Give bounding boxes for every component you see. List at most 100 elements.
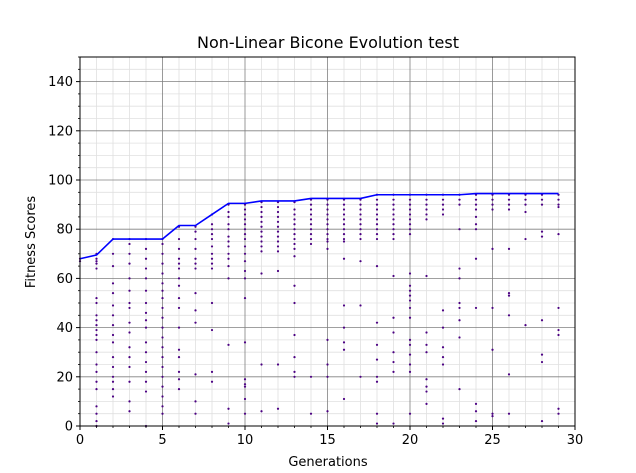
scatter-point [375, 375, 379, 378]
scatter-point [194, 321, 197, 324]
scatter-point [293, 213, 296, 216]
scatter-point [95, 351, 98, 354]
scatter-point [243, 397, 247, 401]
scatter-point [177, 277, 181, 280]
scatter-point [128, 289, 131, 292]
scatter-point [293, 247, 296, 250]
scatter-point [210, 301, 214, 305]
scatter-point [342, 326, 346, 329]
scatter-point [540, 198, 544, 201]
scatter-point [326, 247, 329, 250]
scatter-point [408, 272, 412, 275]
scatter-point [491, 415, 494, 418]
scatter-point [425, 343, 428, 346]
scatter-point [243, 218, 247, 221]
scatter-point [227, 252, 230, 255]
y-tick-label: 40 [56, 321, 73, 336]
scatter-point [161, 385, 164, 388]
scatter-point [408, 213, 412, 216]
scatter-point [276, 269, 280, 273]
scatter-point [243, 245, 247, 248]
scatter-point [458, 198, 461, 201]
scatter-point [260, 245, 263, 248]
scatter-point [425, 198, 428, 201]
scatter-point [227, 257, 230, 260]
scatter-point [293, 301, 296, 305]
y-tick-label: 100 [48, 174, 73, 189]
scatter-point [293, 356, 296, 359]
scatter-point [425, 331, 428, 334]
scatter-point [309, 242, 313, 246]
scatter-point [194, 292, 197, 295]
scatter-point [161, 296, 164, 300]
scatter-point [408, 203, 412, 206]
scatter-point [441, 309, 445, 312]
scatter-point [260, 250, 263, 253]
scatter-point [342, 203, 346, 206]
scatter-point [507, 292, 511, 295]
scatter-point [392, 422, 395, 425]
scatter-point [210, 257, 214, 260]
scatter-point [359, 223, 362, 226]
scatter-point [375, 198, 379, 201]
scatter-point [540, 235, 544, 238]
scatter-point [425, 274, 428, 278]
scatter-point [128, 331, 131, 334]
scatter-point [95, 257, 98, 260]
scatter-point [293, 284, 296, 287]
scatter-point [375, 412, 379, 415]
scatter-point [359, 233, 362, 236]
scatter-point [392, 208, 395, 211]
scatter-point [326, 228, 329, 231]
scatter-point [458, 228, 461, 231]
scatter-point [326, 375, 329, 378]
scatter-point [111, 365, 115, 369]
scatter-point [309, 208, 313, 211]
scatter-point [408, 363, 412, 366]
scatter-point [326, 233, 329, 236]
scatter-point [392, 228, 395, 231]
max-fitness-line [79, 192, 559, 260]
scatter-point [161, 289, 164, 292]
scatter-point [293, 242, 296, 246]
scatter-point [95, 405, 98, 408]
scatter-point [342, 304, 346, 307]
scatter-point [342, 208, 346, 211]
scatter-point [474, 208, 478, 211]
scatter-point [474, 223, 478, 226]
scatter-point [408, 370, 412, 373]
scatter-point [408, 223, 412, 226]
scatter-point [441, 213, 445, 216]
scatter-point [227, 265, 230, 268]
scatter-point [458, 267, 461, 270]
scatter-point [474, 410, 478, 413]
scatter-point [326, 208, 329, 211]
scatter-point [491, 247, 494, 250]
scatter-point [161, 365, 164, 369]
y-tick-label: 140 [48, 75, 73, 90]
scatter-point [375, 380, 379, 383]
scatter-point [557, 412, 560, 415]
scatter-point [309, 203, 313, 206]
scatter-point [111, 324, 115, 327]
scatter-point [491, 348, 494, 351]
scatter-point [359, 213, 362, 216]
scatter-point [194, 262, 197, 265]
scatter-point [243, 383, 247, 386]
scatter-point [408, 343, 412, 346]
scatter-point [111, 356, 115, 359]
scatter-point [524, 237, 527, 241]
scatter-point [260, 272, 263, 275]
scatter-point [491, 198, 494, 201]
scatter-point [326, 203, 329, 206]
scatter-point [161, 405, 164, 408]
scatter-point [128, 306, 131, 310]
scatter-point [260, 225, 263, 228]
scatter-point [392, 213, 395, 216]
scatter-point [210, 267, 214, 270]
scatter-point [375, 228, 379, 231]
scatter-point [474, 402, 478, 405]
scatter-point [342, 397, 346, 401]
scatter-point [375, 213, 379, 216]
